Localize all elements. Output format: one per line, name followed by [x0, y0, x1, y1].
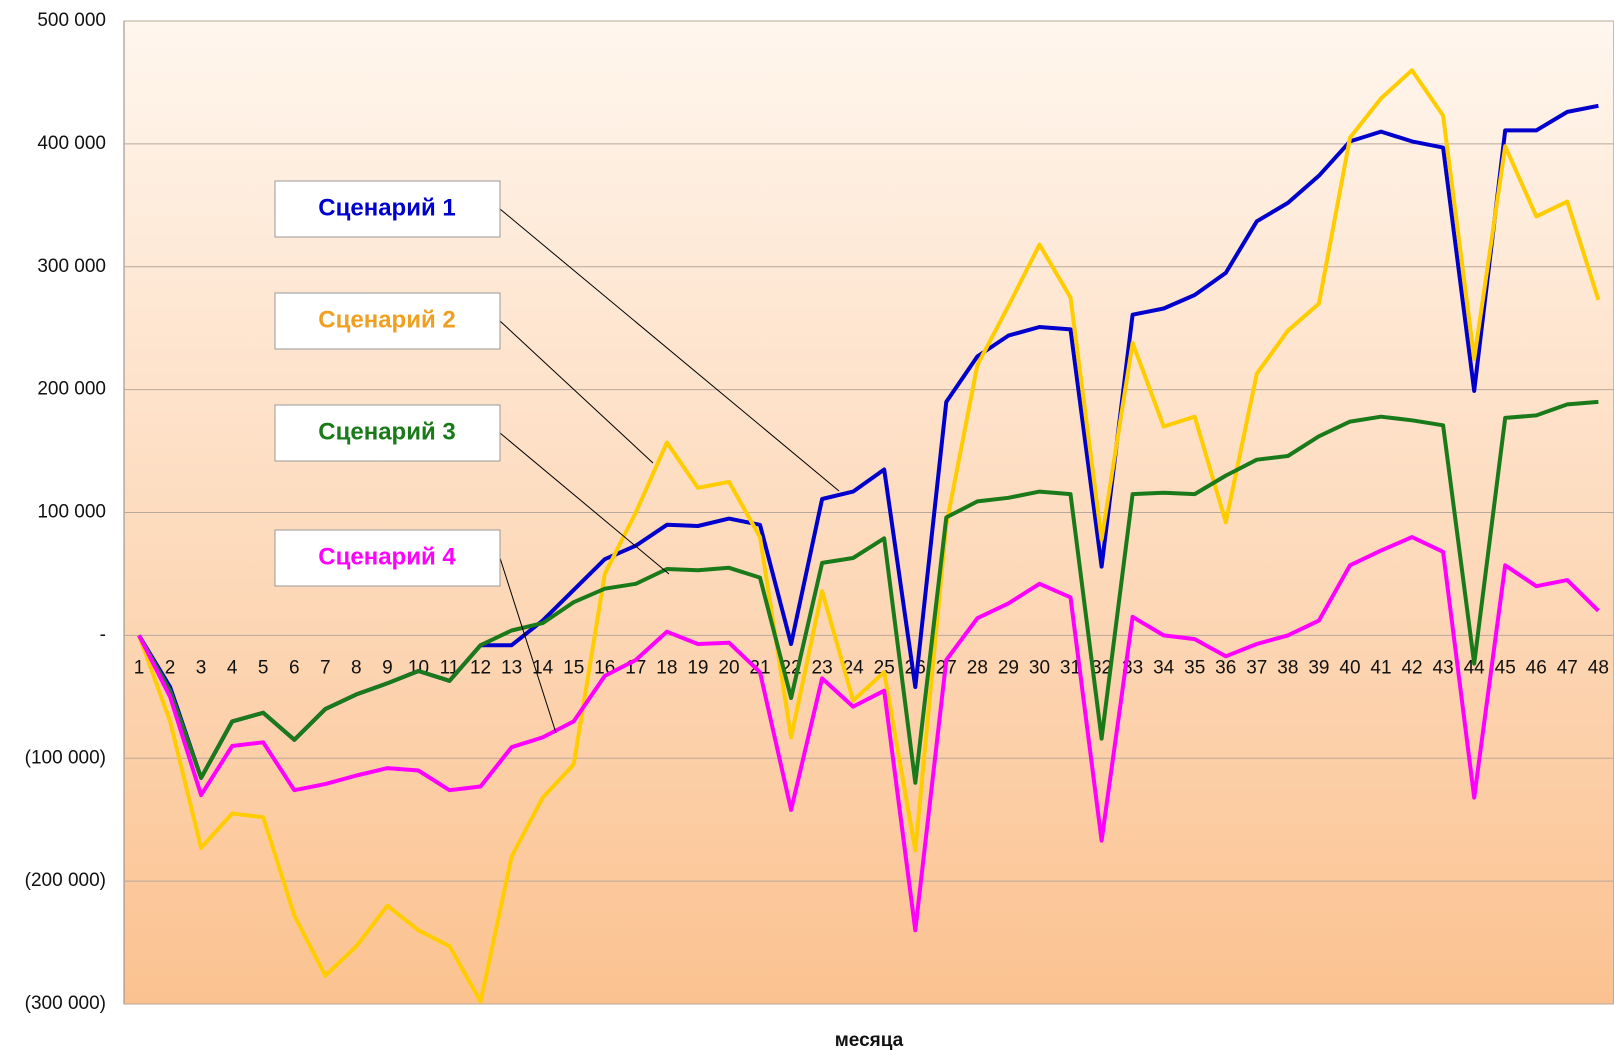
x-tick-label: 18	[656, 657, 677, 678]
callout-box	[274, 180, 501, 238]
x-tick-label: 2	[165, 657, 176, 678]
x-tick-label: 30	[1029, 657, 1050, 678]
callout-box	[274, 404, 501, 462]
callout-line	[499, 557, 557, 734]
callout-line	[499, 320, 654, 464]
x-tick-label: 3	[196, 657, 207, 678]
x-tick-label: 12	[470, 657, 491, 678]
x-tick-label: 14	[532, 657, 554, 678]
x-tick-label: 13	[501, 657, 522, 678]
x-tick-label: 4	[227, 657, 238, 678]
callout-line	[499, 432, 670, 575]
y-tick-label: 500 000	[37, 10, 106, 31]
y-tick-label: 100 000	[37, 502, 106, 523]
x-tick-label: 21	[749, 657, 770, 678]
legend-label: Сценарий 2	[318, 306, 455, 333]
x-tick-label: 38	[1277, 657, 1298, 678]
x-tick-label: 44	[1464, 657, 1486, 678]
x-tick-label: 29	[998, 657, 1019, 678]
x-tick-label: 43	[1433, 657, 1454, 678]
x-tick-label: 45	[1495, 657, 1516, 678]
legend-label: Сценарий 3	[318, 418, 455, 445]
x-tick-label: 28	[967, 657, 988, 678]
x-tick-label: 36	[1215, 657, 1236, 678]
x-tick-label: 23	[812, 657, 833, 678]
x-tick-label: 42	[1401, 657, 1422, 678]
x-tick-label: 8	[351, 657, 362, 678]
legend-label: Сценарий 1	[318, 194, 455, 221]
series-line	[137, 535, 1600, 933]
callout-line	[499, 208, 840, 492]
x-tick-label: 31	[1060, 657, 1081, 678]
legend-label: Сценарий 4	[318, 543, 456, 570]
y-tick-label: (200 000)	[25, 870, 106, 891]
x-tick-label: 25	[874, 657, 895, 678]
callout-box	[274, 292, 501, 350]
x-tick-label: 34	[1153, 657, 1175, 678]
x-tick-label: 35	[1184, 657, 1205, 678]
x-tick-label: 40	[1339, 657, 1360, 678]
x-tick-label: 24	[843, 657, 865, 678]
x-tick-label: 19	[687, 657, 708, 678]
x-tick-label: 20	[718, 657, 739, 678]
x-tick-label: 9	[382, 657, 393, 678]
x-axis-label: месяца	[835, 1030, 904, 1051]
callout-box	[274, 529, 501, 587]
x-tick-label: 5	[258, 657, 269, 678]
y-tick-label: 400 000	[37, 133, 106, 154]
y-tick-label: 300 000	[37, 256, 106, 277]
x-tick-label: 32	[1091, 657, 1112, 678]
x-tick-label: 1	[134, 657, 145, 678]
series-line	[137, 68, 1601, 1004]
x-tick-label: 41	[1370, 657, 1391, 678]
y-tick-label: (100 000)	[25, 747, 106, 768]
x-tick-label: 6	[289, 657, 300, 678]
x-tick-label: 46	[1526, 657, 1547, 678]
series-line	[137, 399, 1599, 785]
y-tick-label: 200 000	[37, 379, 106, 400]
x-tick-label: 48	[1588, 657, 1609, 678]
x-tick-label: 37	[1246, 657, 1267, 678]
x-tick-label: 39	[1308, 657, 1329, 678]
y-tick-label: (300 000)	[25, 993, 106, 1014]
x-tick-label: 47	[1557, 657, 1578, 678]
x-tick-label: 7	[320, 657, 331, 678]
y-tick-label: -	[100, 624, 106, 645]
x-tick-label: 15	[563, 657, 584, 678]
